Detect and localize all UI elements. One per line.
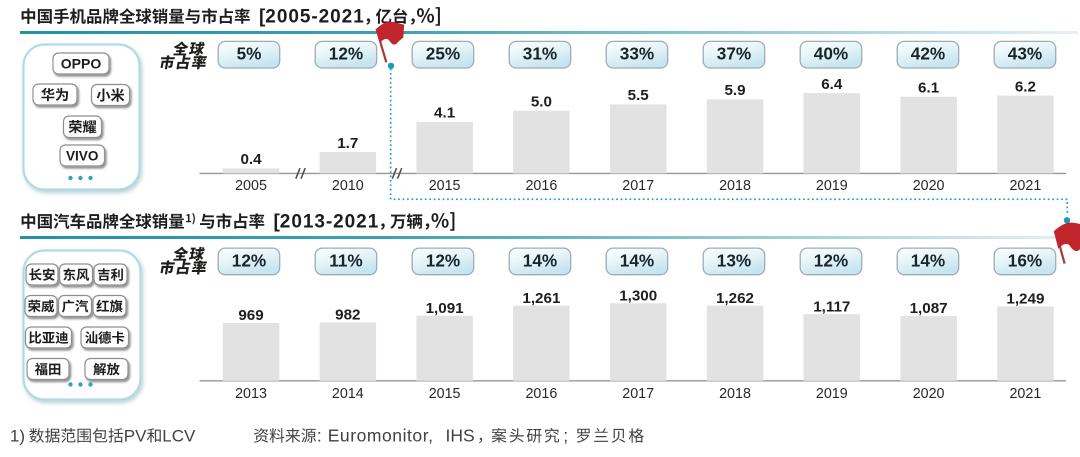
svg-text:1,087: 1,087	[910, 300, 948, 317]
svg-text:31%: 31%	[523, 44, 557, 64]
svg-text:14%: 14%	[911, 250, 945, 270]
svg-text:2021: 2021	[1009, 386, 1041, 402]
svg-text:2016: 2016	[525, 386, 557, 402]
svg-text:2019: 2019	[816, 178, 848, 194]
svg-text:5.9: 5.9	[724, 82, 745, 99]
svg-text:OPPO: OPPO	[61, 56, 102, 72]
svg-text:6.1: 6.1	[918, 80, 940, 97]
svg-text:IHS: IHS	[446, 425, 475, 445]
svg-text:1.7: 1.7	[337, 135, 358, 152]
svg-text:2015: 2015	[429, 178, 461, 194]
svg-text:37%: 37%	[717, 44, 751, 64]
svg-text:[: [	[259, 6, 266, 27]
svg-text:42%: 42%	[911, 44, 945, 64]
svg-text:6.4: 6.4	[821, 76, 843, 93]
svg-text:2020: 2020	[913, 178, 945, 194]
svg-text:5%: 5%	[237, 44, 262, 64]
svg-text:5.5: 5.5	[628, 87, 650, 104]
svg-text:14%: 14%	[620, 250, 654, 270]
svg-text:1,300: 1,300	[619, 288, 657, 305]
svg-text:2019: 2019	[816, 386, 848, 402]
svg-text:2016: 2016	[525, 178, 557, 194]
svg-text:16%: 16%	[1008, 250, 1042, 270]
svg-text:1,091: 1,091	[426, 300, 465, 317]
svg-text:2017: 2017	[622, 386, 654, 402]
svg-text:982: 982	[335, 307, 360, 324]
svg-text:12%: 12%	[232, 250, 266, 270]
svg-text:5.0: 5.0	[531, 94, 552, 111]
svg-text:2021: 2021	[1009, 178, 1041, 194]
svg-text:2005-2021: 2005-2021	[265, 6, 364, 27]
svg-text:2013: 2013	[235, 386, 267, 402]
svg-text:2020: 2020	[913, 386, 945, 402]
svg-text:1,249: 1,249	[1006, 291, 1044, 308]
svg-text:2010: 2010	[332, 178, 364, 194]
svg-text:: Euromonitor,: : Euromonitor,	[317, 425, 434, 445]
svg-text:2015: 2015	[429, 386, 461, 402]
svg-text:;: ;	[563, 425, 568, 445]
svg-text:13%: 13%	[717, 250, 751, 270]
svg-text:2017: 2017	[622, 178, 654, 194]
svg-text:1,261: 1,261	[522, 290, 561, 307]
svg-text:14%: 14%	[523, 250, 557, 270]
svg-text:12%: 12%	[329, 44, 363, 64]
svg-text:969: 969	[238, 307, 263, 324]
svg-text:2014: 2014	[332, 386, 364, 402]
svg-text:40%: 40%	[814, 44, 848, 64]
svg-text:1,117: 1,117	[813, 298, 850, 315]
svg-text:11%: 11%	[329, 250, 362, 270]
svg-text:1): 1)	[10, 426, 25, 445]
svg-text:4.1: 4.1	[434, 105, 456, 122]
svg-text:2005: 2005	[235, 178, 267, 194]
svg-text:12%: 12%	[426, 250, 460, 270]
svg-text:2013-2021: 2013-2021	[280, 211, 379, 232]
svg-text:2018: 2018	[719, 386, 751, 402]
svg-text:2018: 2018	[719, 178, 751, 194]
svg-text:1,262: 1,262	[716, 290, 754, 307]
svg-text:6.2: 6.2	[1015, 78, 1036, 95]
svg-text:[: [	[274, 211, 281, 232]
svg-text:33%: 33%	[620, 44, 654, 64]
svg-text:43%: 43%	[1008, 44, 1042, 64]
svg-text:LCV: LCV	[162, 426, 196, 445]
svg-text:VIVO: VIVO	[66, 149, 98, 164]
svg-text:12%: 12%	[814, 250, 848, 270]
svg-text:0.4: 0.4	[240, 151, 262, 168]
svg-text:25%: 25%	[426, 44, 460, 64]
svg-text:PV: PV	[124, 426, 147, 445]
